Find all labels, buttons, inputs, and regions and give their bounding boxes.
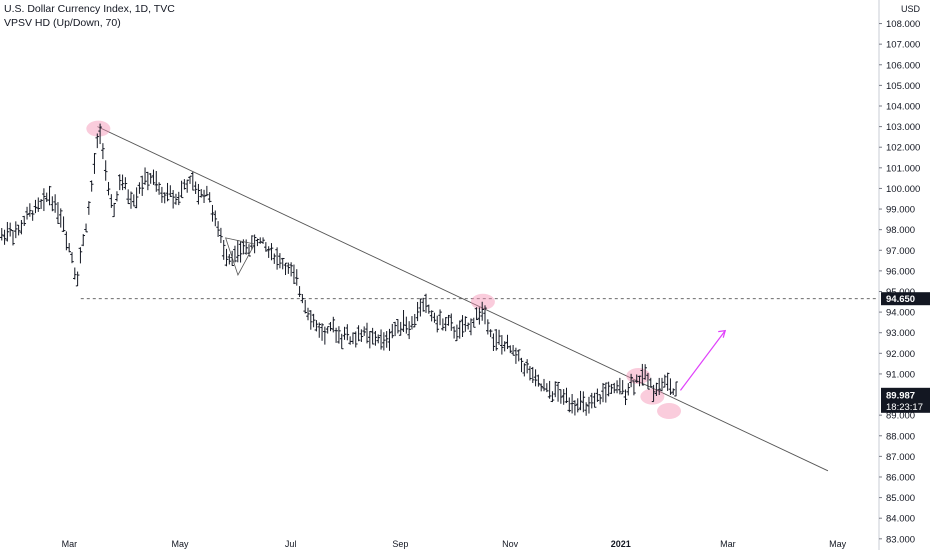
- y-tick-label: 100.000: [886, 184, 920, 195]
- y-tick-label: 103.000: [886, 122, 920, 133]
- highlight-marker: [86, 120, 111, 137]
- x-tick-label: Mar: [720, 539, 736, 549]
- price-label-current: 89.987: [886, 390, 915, 401]
- indicator-label: VPSV HD (Up/Down, 70): [4, 17, 121, 29]
- y-tick-label: 104.000: [886, 101, 920, 112]
- y-tick-label: 101.000: [886, 163, 920, 174]
- highlight-marker: [640, 388, 665, 405]
- y-tick-label: 85.000: [886, 493, 915, 504]
- y-tick-label: 99.000: [886, 205, 915, 216]
- y-tick-label: 98.000: [886, 225, 915, 236]
- y-tick-label: 92.000: [886, 349, 915, 360]
- x-tick-label: Mar: [62, 539, 78, 549]
- y-tick-label: 97.000: [886, 246, 915, 257]
- trend-line: [97, 126, 829, 472]
- y-tick-label: 86.000: [886, 472, 915, 483]
- y-tick-label: 107.000: [886, 40, 920, 51]
- price-label-timer: 18:23:17: [886, 402, 923, 413]
- y-tick-label: 105.000: [886, 81, 920, 92]
- x-tick-label: May: [829, 539, 847, 549]
- y-tick-label: 88.000: [886, 431, 915, 442]
- currency-label: USD: [901, 4, 921, 14]
- y-tick-label: 89.000: [886, 411, 915, 422]
- y-tick-label: 93.000: [886, 328, 915, 339]
- y-tick-label: 83.000: [886, 534, 915, 545]
- y-tick-label: 96.000: [886, 266, 915, 277]
- ohlc-series: [0, 123, 678, 416]
- x-tick-label: Jul: [285, 539, 297, 549]
- price-label-box-current: [881, 387, 930, 413]
- price-label-level: 94.650: [886, 294, 915, 305]
- y-tick-label: 84.000: [886, 514, 915, 525]
- projection-arrow-head: [718, 329, 727, 338]
- x-tick-label: 2021: [611, 539, 631, 549]
- price-label-box: [881, 292, 930, 306]
- projection-arrow: [679, 330, 726, 391]
- y-tick-label: 94.000: [886, 308, 915, 319]
- highlight-marker: [470, 293, 495, 310]
- highlight-marker: [657, 403, 682, 420]
- y-tick-label: 108.000: [886, 19, 920, 30]
- y-tick-label: 102.000: [886, 143, 920, 154]
- chart-title: U.S. Dollar Currency Index, 1D, TVC: [4, 3, 175, 15]
- x-tick-label: May: [171, 539, 189, 549]
- y-tick-label: 91.000: [886, 369, 915, 380]
- y-tick-label: 87.000: [886, 452, 915, 463]
- y-tick-label: 106.000: [886, 60, 920, 71]
- wedge-pattern: [225, 237, 256, 277]
- x-tick-label: Nov: [502, 539, 519, 549]
- x-tick-label: Sep: [392, 539, 408, 549]
